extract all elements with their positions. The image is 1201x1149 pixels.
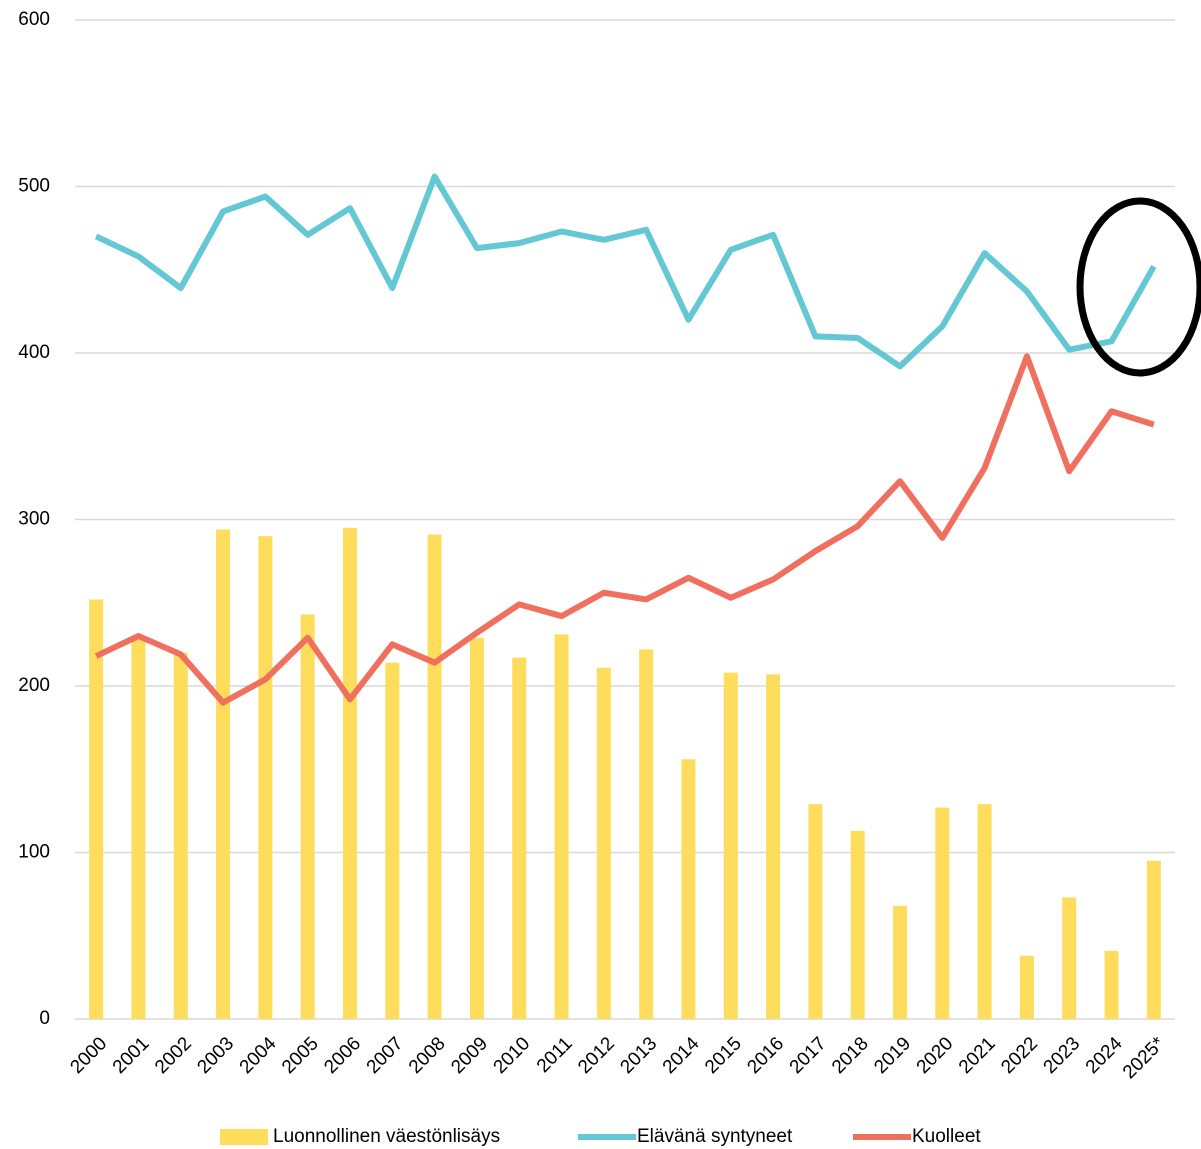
x-tick-label: 2023	[1040, 1033, 1085, 1078]
x-tick-label: 2007	[363, 1033, 408, 1078]
x-tick-label: 2001	[109, 1033, 154, 1078]
x-tick-label: 2020	[913, 1033, 958, 1078]
bar	[1019, 955, 1034, 1019]
bar	[1146, 860, 1161, 1019]
y-tick-label: 600	[18, 9, 50, 30]
legend-label: Luonnollinen väestönlisäys	[273, 1126, 500, 1147]
bar	[808, 804, 823, 1019]
x-tick-label: 2014	[659, 1033, 704, 1078]
x-tick-label: 2016	[743, 1033, 788, 1078]
y-tick-label: 0	[39, 1008, 50, 1029]
y-tick-label: 100	[18, 842, 50, 863]
y-tick-label: 400	[18, 342, 50, 363]
x-tick-label: 2005	[278, 1033, 323, 1078]
legend-label: Elävänä syntyneet	[637, 1126, 793, 1147]
bar	[681, 759, 696, 1019]
bar	[596, 667, 611, 1019]
x-tick-label: 2012	[574, 1033, 619, 1078]
x-tick-label: 2018	[828, 1033, 873, 1078]
bar	[1062, 897, 1077, 1019]
x-tick-label: 2009	[447, 1033, 492, 1078]
x-tick-label: 2019	[870, 1033, 915, 1078]
line	[94, 173, 1157, 370]
x-tick-label: 2025*	[1119, 1033, 1169, 1083]
x-tick-label: 2017	[786, 1033, 831, 1078]
bar	[639, 649, 654, 1019]
x-tick-label: 2024	[1082, 1033, 1127, 1078]
bar	[766, 674, 781, 1019]
y-tick-label: 300	[18, 509, 50, 530]
x-tick-label: 2013	[616, 1033, 661, 1078]
highlight-circle	[1076, 197, 1201, 377]
bar	[850, 830, 865, 1019]
bar	[89, 599, 104, 1019]
bar	[300, 614, 315, 1019]
bar	[258, 536, 273, 1019]
x-tick-label: 2008	[405, 1033, 450, 1078]
bar	[512, 657, 527, 1019]
x-tick-label: 2021	[955, 1033, 1000, 1078]
bar	[385, 662, 400, 1019]
x-tick-label: 2010	[490, 1033, 535, 1078]
bar	[343, 527, 357, 1019]
legend-swatch	[220, 1129, 268, 1145]
y-tick-label: 500	[18, 176, 50, 197]
bar	[554, 634, 569, 1019]
x-tick-label: 2006	[320, 1033, 365, 1078]
bar	[1104, 950, 1119, 1019]
line	[94, 353, 1155, 706]
bar	[893, 905, 907, 1019]
x-tick-label: 2015	[701, 1033, 746, 1078]
legend-label: Kuolleet	[912, 1126, 981, 1147]
bar	[469, 637, 484, 1019]
x-tick-label: 2011	[533, 1033, 577, 1077]
bar	[723, 672, 738, 1019]
bar	[173, 652, 188, 1019]
y-tick-label: 200	[18, 675, 50, 696]
bar	[131, 639, 146, 1019]
x-tick-label: 2002	[151, 1033, 196, 1078]
bar	[935, 807, 950, 1019]
bar	[977, 804, 992, 1019]
x-tick-label: 2000	[66, 1033, 111, 1078]
bar	[216, 529, 231, 1019]
x-tick-label: 2003	[193, 1033, 238, 1078]
x-tick-label: 2022	[997, 1033, 1042, 1078]
x-tick-label: 2004	[236, 1033, 281, 1078]
bar	[427, 534, 442, 1019]
